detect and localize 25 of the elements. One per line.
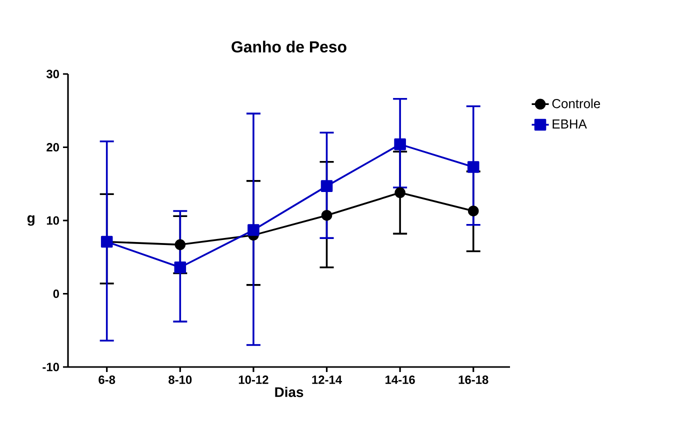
x-tick-label: 10-12 [238,376,268,384]
x-tick-label: 8-10 [168,376,192,384]
x-tick-label: 16-18 [458,376,488,384]
x-tick-label: 14-16 [386,376,415,384]
y-tick-label: 20 [46,143,59,152]
x-tick-label: 12-14 [312,376,342,384]
point [394,187,406,198]
y-tick-label: -10 [42,362,59,372]
y-tick-label: 30 [46,70,59,78]
point [467,161,480,173]
point [174,261,186,274]
y-axis-title: g [27,215,34,226]
x-axis-title: Dias [275,386,304,398]
point [321,210,332,221]
point [394,138,406,150]
y-tick-label: 10 [46,216,59,225]
x-tick-label: 6-8 [98,376,116,384]
point [468,206,479,216]
legend-label: EBHA [552,120,587,128]
point [320,180,333,192]
legend-label: Controle [552,98,600,108]
chart-title: Ganho de Peso [232,40,346,52]
point [248,224,260,236]
y-tick-label: 0 [53,290,59,298]
point [174,239,186,250]
